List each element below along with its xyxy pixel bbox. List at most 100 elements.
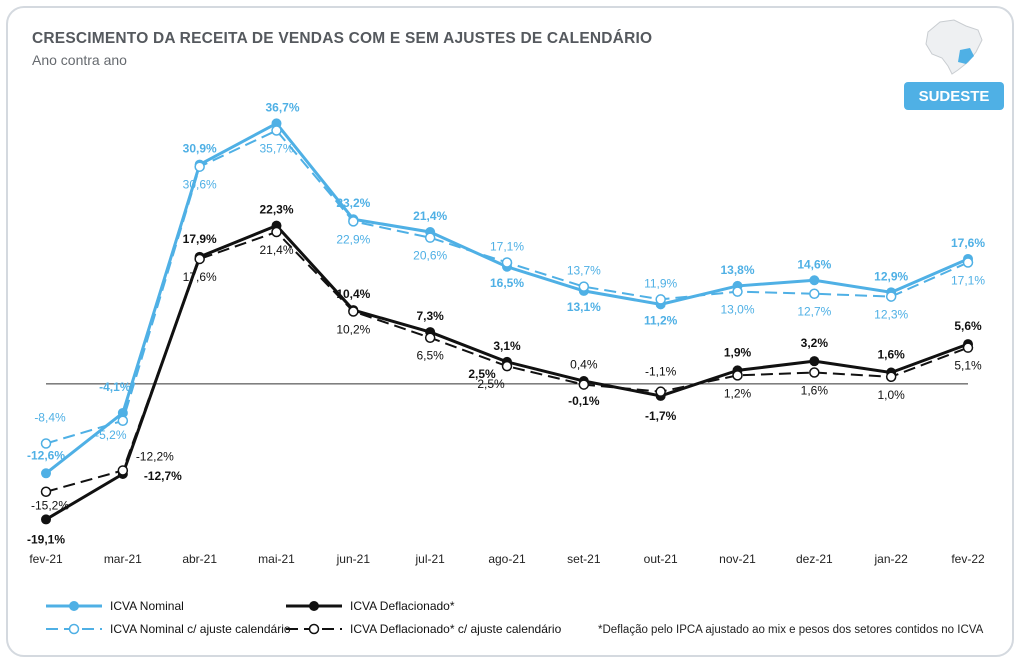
data-point (117, 465, 129, 476)
data-label: -4,1% (99, 380, 131, 394)
x-tick-label: fev-22 (951, 552, 985, 566)
data-point (41, 468, 51, 479)
data-label: 30,9% (183, 142, 217, 156)
data-point (578, 379, 590, 390)
data-point (40, 486, 52, 497)
baseline-label: 2,5% (468, 367, 496, 381)
data-label: 1,6% (801, 384, 829, 398)
x-tick-label: abr-21 (182, 552, 217, 566)
data-label: 12,7% (797, 305, 831, 319)
data-point (348, 216, 359, 227)
data-label: -19,1% (27, 532, 65, 546)
data-label: 13,0% (720, 303, 754, 317)
legend-label: ICVA Deflacionado* (350, 599, 455, 613)
data-label: -12,2% (136, 449, 174, 463)
x-tick-label: fev-21 (29, 552, 63, 566)
data-point (732, 286, 743, 297)
data-point (655, 294, 666, 305)
data-label: 13,8% (720, 263, 754, 277)
data-label: -12,7% (144, 469, 182, 483)
data-label: 2,5% (477, 377, 505, 391)
data-label: -5,2% (95, 428, 127, 442)
data-point (194, 253, 205, 265)
data-label: 36,7% (265, 100, 299, 114)
data-point (271, 125, 282, 136)
data-label: 17,9% (183, 232, 217, 246)
data-label: 22,3% (259, 203, 293, 217)
x-tick-label: jan-22 (873, 552, 908, 566)
data-label: 5,1% (954, 359, 982, 373)
data-label: -12,6% (27, 448, 65, 462)
data-label: 30,6% (183, 178, 217, 192)
x-tick-label: jul-21 (414, 552, 445, 566)
data-label: 17,1% (490, 240, 524, 254)
data-label: 7,3% (416, 309, 444, 323)
legend-label: ICVA Deflacionado* c/ ajuste calendário (350, 622, 562, 636)
data-point (809, 356, 820, 367)
data-label: 11,9% (644, 276, 677, 290)
data-point (41, 514, 51, 525)
data-point (732, 370, 743, 381)
data-point (962, 257, 974, 268)
data-label: -8,4% (34, 410, 66, 424)
data-point (117, 415, 129, 427)
data-label: 21,4% (413, 209, 447, 223)
data-label: 1,0% (877, 388, 905, 402)
data-point (885, 291, 897, 302)
x-tick-label: mai-21 (258, 552, 295, 566)
data-label: 17,6% (183, 270, 217, 284)
data-label: 22,9% (336, 232, 370, 246)
region-badge: SUDESTE (904, 82, 1004, 110)
data-label: -1,7% (645, 409, 677, 423)
x-tick-label: out-21 (644, 552, 678, 566)
data-point (809, 288, 820, 299)
data-label: -15,2% (31, 499, 69, 513)
data-label: 16,5% (490, 276, 524, 290)
chart-title: CRESCIMENTO DA RECEITA DE VENDAS COM E S… (32, 30, 653, 47)
data-label: -0,1% (568, 394, 600, 408)
data-label: 21,4% (259, 243, 293, 257)
data-point (194, 161, 205, 172)
data-label: 17,1% (951, 274, 985, 288)
data-point (655, 386, 666, 397)
x-tick-label: nov-21 (719, 552, 756, 566)
data-label: 20,6% (413, 249, 447, 263)
data-label: 13,7% (567, 264, 601, 278)
x-tick-label: set-21 (567, 552, 601, 566)
data-label: 23,2% (336, 196, 370, 210)
data-label: 5,6% (954, 319, 982, 333)
data-label: 11,2% (644, 313, 678, 327)
legend-label: ICVA Nominal c/ ajuste calendário (110, 622, 291, 636)
data-point (578, 281, 590, 292)
data-label: 17,6% (951, 236, 985, 250)
data-point (501, 257, 513, 268)
legend-label: ICVA Nominal (110, 599, 184, 613)
chart-subtitle: Ano contra ano (32, 52, 127, 68)
data-label: 3,2% (801, 336, 829, 350)
legend-marker (69, 601, 79, 611)
data-point (348, 306, 359, 317)
data-point (40, 438, 52, 449)
data-point (809, 275, 820, 286)
data-label: 14,6% (797, 257, 831, 271)
x-tick-label: jun-21 (336, 552, 371, 566)
legend-marker (68, 623, 80, 635)
data-label: 1,9% (724, 345, 752, 359)
data-point (424, 232, 436, 243)
data-point (809, 367, 820, 378)
data-label: -1,1% (645, 365, 677, 379)
data-label: 13,1% (567, 300, 601, 314)
brazil-map-icon (925, 19, 983, 75)
data-point (962, 342, 974, 353)
data-label: 12,9% (874, 269, 908, 283)
data-point (271, 226, 282, 238)
data-label: 1,6% (877, 348, 905, 362)
legend-marker (309, 601, 319, 611)
data-label: 12,3% (874, 308, 908, 322)
footnote: *Deflação pelo IPCA ajustado ao mix e pe… (598, 624, 984, 636)
legend-marker (308, 623, 320, 635)
data-label: 3,1% (493, 339, 521, 353)
data-label: 10,4% (336, 287, 370, 301)
data-label: 35,7% (259, 142, 293, 156)
